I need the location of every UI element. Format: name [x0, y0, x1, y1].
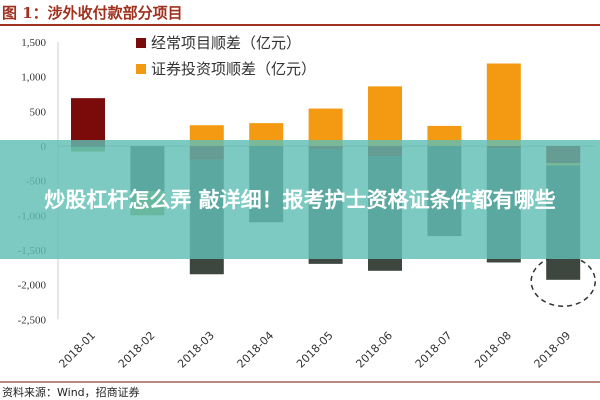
x-tick-label: 2018-07 [413, 329, 455, 371]
overlay-text: 炒股杠杆怎么弄 敲详细！报考护士资格证条件都有哪些 [44, 187, 556, 212]
x-tick-label: 2018-01 [56, 329, 98, 371]
x-tick-label: 2018-05 [294, 329, 336, 371]
legend-label: 经常项目顺差（亿元） [151, 34, 301, 52]
x-tick-label: 2018-06 [353, 329, 395, 371]
bar-2018-05-s1 [308, 108, 343, 146]
legend-swatch [136, 64, 146, 74]
overlay-banner: 炒股杠杆怎么弄 敲详细！报考护士资格证条件都有哪些 [0, 140, 600, 259]
figure-title: 图 1：涉外收付款部分项目 [2, 4, 183, 22]
y-tick-label: 1,000 [21, 72, 46, 84]
title-rule [0, 24, 600, 26]
bar-2018-06-s1 [368, 86, 402, 146]
bar-2018-01-s0 [71, 98, 105, 146]
legend-swatch [136, 38, 146, 48]
x-tick-label: 2018-02 [116, 329, 158, 371]
legend-label: 证券投资项顺差（亿元） [151, 60, 316, 78]
x-tick-label: 2018-09 [532, 329, 574, 371]
highlight-circle [530, 255, 596, 307]
footer-rule [0, 381, 600, 383]
y-tick-label: -2,000 [18, 280, 47, 292]
source-note: 资料来源：Wind，招商证券 [2, 386, 140, 399]
bar-2018-08-s1 [486, 63, 521, 146]
y-tick-label: -2,500 [18, 314, 47, 326]
x-tick-label: 2018-08 [472, 329, 514, 371]
x-tick-label: 2018-04 [235, 329, 277, 371]
y-tick-label: 1,500 [21, 37, 46, 49]
y-tick-label: 500 [30, 106, 47, 118]
x-tick-label: 2018-03 [175, 329, 217, 371]
